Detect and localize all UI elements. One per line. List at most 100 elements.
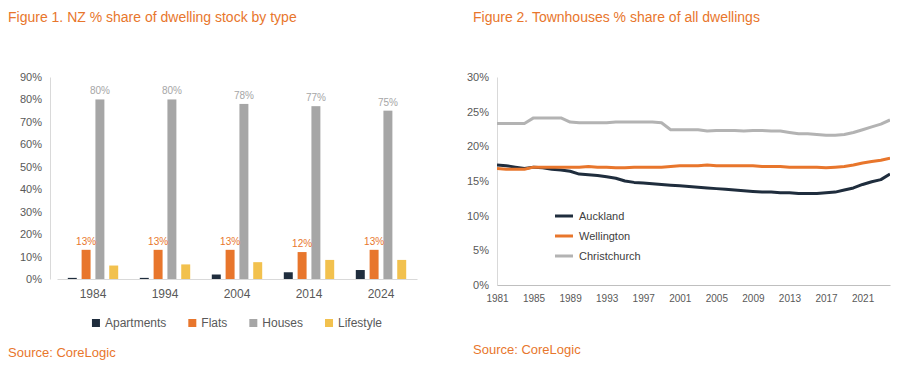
chart-container: Figure 1. NZ % share of dwelling stock b…: [0, 0, 897, 382]
x-tick: 2001: [669, 285, 692, 304]
bar: [212, 275, 221, 279]
y-axis: 0%10%20%30%40%50%60%70%80%90%: [20, 71, 51, 285]
x-tick-label: 2001: [669, 293, 692, 304]
source-note: Source: CoreLogic: [8, 345, 116, 360]
y-axis-line: [497, 78, 498, 286]
y-tick: 50%: [20, 161, 50, 173]
y-tick-label: 0%: [473, 279, 489, 291]
x-tick: 2024: [368, 279, 395, 301]
x-tick: 1989: [559, 285, 582, 304]
legend-swatch: [325, 319, 333, 327]
bar: [253, 262, 262, 279]
x-tick-label: 1981: [486, 293, 509, 304]
x-tick: 2017: [815, 285, 838, 304]
y-tick: 30%: [467, 71, 497, 83]
chart-title: Figure 2. Townhouses % share of all dwel…: [473, 9, 760, 25]
data-label: 78%: [234, 90, 254, 101]
y-tick-label: 40%: [20, 183, 42, 195]
data-label: 13%: [148, 236, 168, 247]
y-tick: 70%: [20, 116, 50, 128]
bar: [383, 111, 392, 279]
x-tick: 2004: [224, 279, 251, 301]
x-tick-label: 2024: [368, 287, 395, 301]
x-axis-line: [498, 285, 891, 286]
x-axis: 1981198519891993199720012005200920132017…: [486, 285, 890, 304]
y-tick-label: 80%: [20, 93, 42, 105]
data-label: 13%: [76, 236, 96, 247]
x-tick: 1994: [152, 279, 179, 301]
x-tick: 1985: [523, 285, 546, 304]
y-tick: 90%: [20, 71, 50, 83]
y-tick-label: 30%: [20, 206, 42, 218]
x-axis-line: [58, 279, 418, 280]
data-label: 80%: [162, 85, 182, 96]
x-tick: 2009: [742, 285, 765, 304]
chart-title: Figure 1. NZ % share of dwelling stock b…: [8, 9, 297, 25]
legend-swatch: [555, 215, 573, 218]
legend-swatch: [249, 319, 257, 327]
y-tick-label: 90%: [20, 71, 42, 83]
y-tick-label: 20%: [467, 140, 489, 152]
y-tick-label: 50%: [20, 161, 42, 173]
source-note: Source: CoreLogic: [473, 342, 581, 357]
y-tick-label: 0%: [26, 273, 42, 285]
y-tick-label: 25%: [467, 106, 489, 118]
x-tick-label: 2004: [224, 287, 251, 301]
bar: [298, 252, 307, 279]
x-tick-label: 2021: [852, 293, 875, 304]
legend-swatch: [92, 319, 100, 327]
y-tick: 10%: [467, 210, 497, 222]
y-tick: 20%: [467, 140, 497, 152]
y-axis: 0% 5% 10% 15% 20% 25% 30%: [467, 71, 498, 291]
x-tick-label: 1993: [596, 293, 619, 304]
bar: [370, 250, 379, 279]
y-tick-label: 20%: [20, 228, 42, 240]
x-tick-label: 2014: [296, 287, 323, 301]
data-label: 77%: [306, 92, 326, 103]
legend-label: Houses: [262, 316, 303, 330]
legend-label: Apartments: [105, 316, 166, 330]
legend-item: Flats: [188, 316, 227, 330]
x-tick-label: 2009: [742, 293, 765, 304]
y-tick: 60%: [20, 138, 50, 150]
data-label: 12%: [292, 238, 312, 249]
bar-series: [109, 260, 406, 279]
legend-swatch: [188, 319, 196, 327]
y-tick-label: 30%: [467, 71, 489, 83]
bar: [167, 99, 176, 279]
y-tick-label: 60%: [20, 138, 42, 150]
bar: [226, 250, 235, 279]
x-tick: 2013: [779, 285, 802, 304]
y-tick: 30%: [20, 206, 50, 218]
line: [497, 118, 890, 135]
legend-label: Lifestyle: [338, 316, 382, 330]
x-tick: 2014: [296, 279, 323, 301]
line: [497, 158, 890, 169]
y-tick: 0%: [473, 279, 497, 291]
y-tick: 5%: [473, 244, 497, 256]
bar-series: [82, 250, 379, 279]
legend-label: Auckland: [579, 210, 624, 222]
chart-svg: Figure 1. NZ % share of dwelling stock b…: [0, 0, 897, 382]
x-tick-label: 2013: [779, 293, 802, 304]
x-tick-label: 1997: [633, 293, 656, 304]
y-tick-label: 10%: [467, 210, 489, 222]
legend: AucklandWellingtonChristchurch: [555, 210, 641, 262]
legend: Apartments Flats Houses Lifestyle: [92, 316, 382, 330]
x-tick: 1993: [596, 285, 619, 304]
data-labels: 13%13%13%12%13%80%80%78%77%75%: [76, 85, 398, 249]
x-tick-label: 1989: [559, 293, 582, 304]
data-label: 13%: [364, 236, 384, 247]
bar: [154, 250, 163, 279]
data-label: 80%: [90, 85, 110, 96]
y-tick: 15%: [467, 175, 497, 187]
y-tick: 20%: [20, 228, 50, 240]
bar: [284, 272, 293, 279]
x-tick-label: 2017: [815, 293, 838, 304]
bar: [239, 104, 248, 279]
legend-item: Auckland: [555, 210, 624, 222]
bar: [68, 278, 77, 279]
bar: [82, 250, 91, 279]
bar-series: [95, 99, 392, 279]
legend-label: Wellington: [579, 230, 630, 242]
